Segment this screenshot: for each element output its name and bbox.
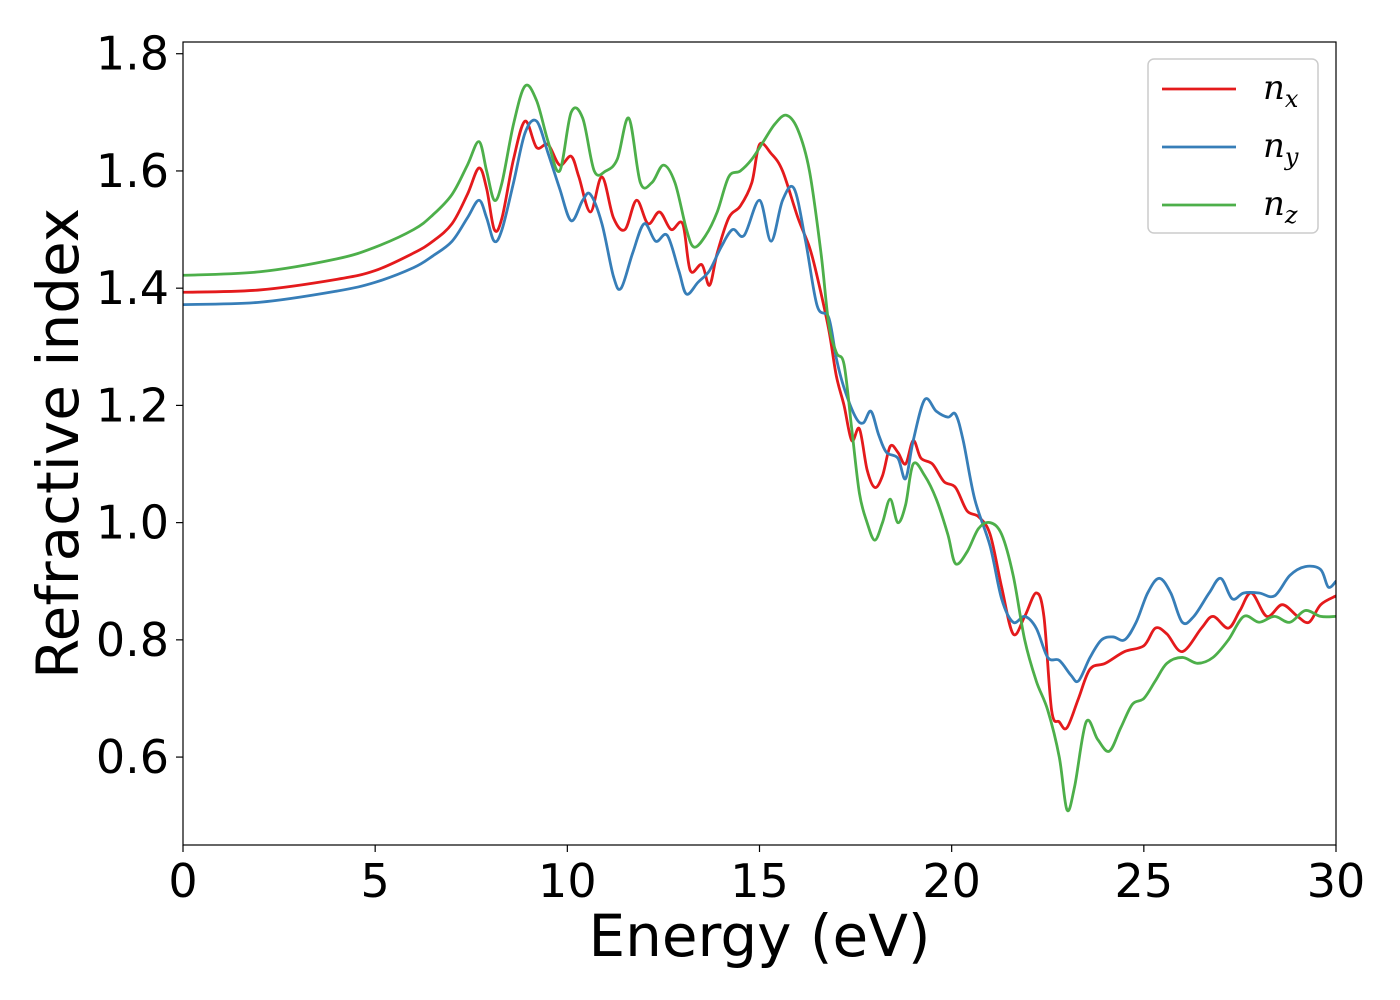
y-tick-label: 0.8 (96, 613, 169, 667)
x-tick-label: 5 (361, 854, 390, 908)
series-layer (183, 83, 1336, 813)
x-tick-label: 0 (168, 854, 197, 908)
x-tick-label: 10 (538, 854, 597, 908)
y-axis-ticks: 0.6 0.8 1.0 1.2 1.4 1.6 1.8 (96, 27, 183, 784)
y-axis-label: Refractive index (24, 208, 92, 679)
legend-label-nx: nx (1263, 68, 1299, 113)
x-tick-label: 25 (1115, 854, 1174, 908)
legend-label-ny: ny (1263, 126, 1299, 171)
x-tick-label: 20 (922, 854, 981, 908)
series-line-ny (183, 118, 1336, 684)
legend-label-nz: nz (1263, 184, 1298, 229)
legend: nx ny nz (1147, 58, 1319, 234)
y-tick-label: 0.6 (96, 730, 169, 784)
y-tick-label: 1.2 (96, 378, 169, 432)
series-line-nx (183, 119, 1336, 731)
y-tick-label: 1.8 (96, 27, 169, 81)
x-axis-ticks: 0 5 10 15 20 25 30 (168, 845, 1365, 908)
x-tick-label: 15 (730, 854, 789, 908)
series-line-nz (183, 83, 1336, 813)
y-tick-label: 1.4 (96, 261, 169, 315)
x-tick-label: 30 (1307, 854, 1366, 908)
y-tick-label: 1.6 (96, 144, 169, 198)
y-tick-label: 1.0 (96, 496, 169, 550)
x-axis-label: Energy (eV) (588, 902, 930, 970)
